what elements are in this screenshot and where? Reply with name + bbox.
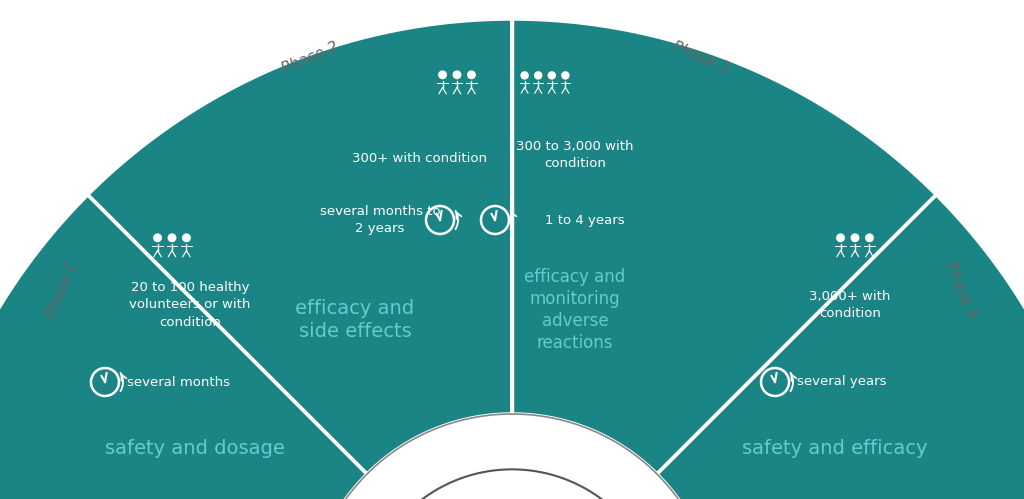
Circle shape [439,71,446,78]
Text: efficacy and
monitoring
adverse
reactions: efficacy and monitoring adverse reaction… [524,267,626,352]
Circle shape [454,71,461,78]
Circle shape [865,234,873,242]
Text: Phase 4: Phase 4 [942,259,978,321]
Circle shape [535,72,542,79]
Circle shape [154,234,162,242]
Circle shape [548,72,555,79]
Text: 300+ with condition: 300+ with condition [352,152,487,165]
Polygon shape [0,195,367,499]
Text: Phase 2: Phase 2 [280,39,341,77]
Text: 3,000+ with
condition: 3,000+ with condition [809,290,891,320]
Circle shape [851,234,859,242]
Text: safety and dosage: safety and dosage [105,439,285,458]
Text: safety and efficacy: safety and efficacy [742,439,928,458]
Text: efficacy and
side effects: efficacy and side effects [296,299,415,341]
Text: several months to
2 years: several months to 2 years [319,205,440,235]
Polygon shape [88,19,512,474]
Text: several years: several years [797,376,887,389]
Text: Phase 1: Phase 1 [44,259,80,321]
Text: 1 to 4 years: 1 to 4 years [545,214,625,227]
Circle shape [837,234,845,242]
Polygon shape [512,19,936,474]
Circle shape [468,71,475,78]
Text: Phase 3: Phase 3 [670,39,731,77]
Text: 20 to 100 healthy
volunteers or with
condition: 20 to 100 healthy volunteers or with con… [129,281,251,329]
Circle shape [521,72,528,79]
Circle shape [562,72,569,79]
Text: several months: several months [127,376,230,389]
Polygon shape [307,414,717,499]
Text: 300 to 3,000 with
condition: 300 to 3,000 with condition [516,140,634,170]
Circle shape [168,234,176,242]
Circle shape [182,234,190,242]
Polygon shape [657,195,1024,499]
